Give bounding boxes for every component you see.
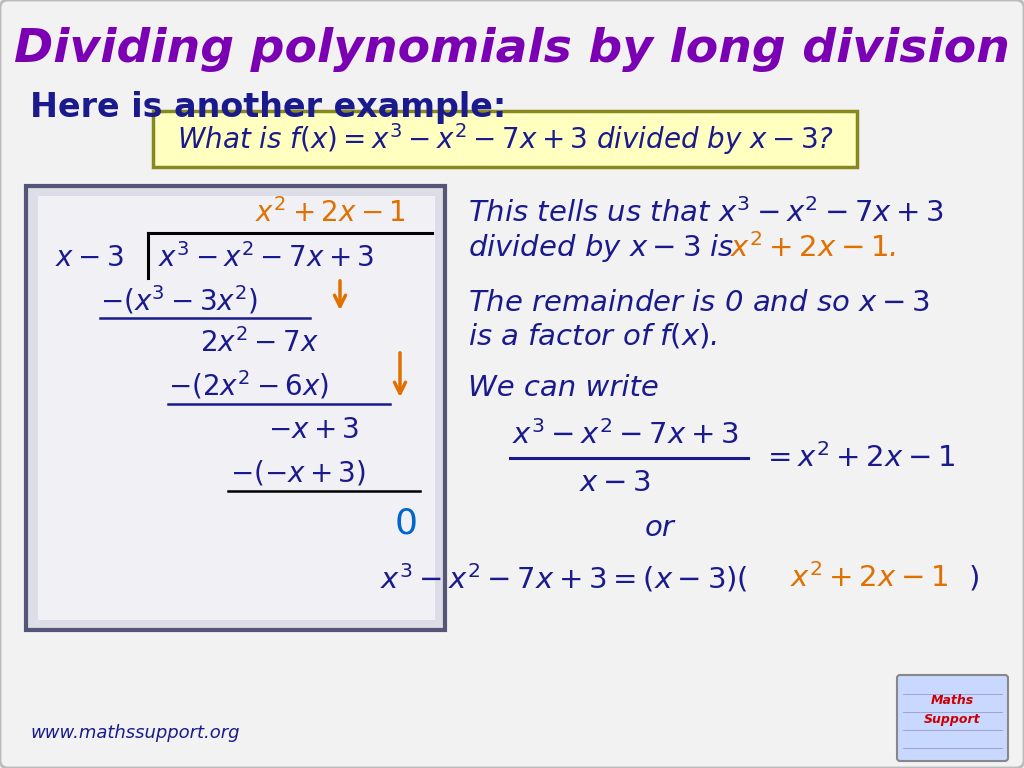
Text: What is $f(x) = x^3 - x^2 - 7x + 3$ divided by $x - 3$?: What is $f(x) = x^3 - x^2 - 7x + 3$ divi…: [176, 121, 834, 157]
Text: $-(-x + 3)$: $-(-x + 3)$: [230, 458, 366, 488]
Text: is a factor of $f(x)$.: is a factor of $f(x)$.: [468, 322, 717, 350]
Text: $-(x^3 - 3x^2)$: $-(x^3 - 3x^2)$: [100, 283, 258, 316]
Text: $0$: $0$: [393, 506, 417, 540]
FancyBboxPatch shape: [38, 196, 435, 620]
Text: $= x^2 + 2x - 1$: $= x^2 + 2x - 1$: [762, 443, 955, 473]
Text: divided by $x - 3$ is: divided by $x - 3$ is: [468, 232, 735, 264]
Text: This tells us that $x^3 - x^2 - 7x + 3$: This tells us that $x^3 - x^2 - 7x + 3$: [468, 198, 944, 228]
Text: $x^3 - x^2 - 7x + 3$: $x^3 - x^2 - 7x + 3$: [512, 420, 738, 450]
FancyBboxPatch shape: [897, 675, 1008, 761]
Text: Maths: Maths: [931, 694, 974, 707]
Text: $)$: $)$: [968, 564, 979, 592]
Text: $x - 3$: $x - 3$: [579, 469, 651, 497]
FancyBboxPatch shape: [153, 111, 857, 167]
Text: $x^3 - x^2 - 7x + 3$: $x^3 - x^2 - 7x + 3$: [158, 243, 374, 273]
Text: Dividing polynomials by long division: Dividing polynomials by long division: [14, 28, 1010, 72]
Text: www.mathssupport.org: www.mathssupport.org: [30, 724, 240, 742]
Text: $x^2 + 2x - 1$: $x^2 + 2x - 1$: [255, 198, 406, 228]
Text: Here is another example:: Here is another example:: [30, 91, 506, 124]
Text: $2x^2 - 7x$: $2x^2 - 7x$: [200, 328, 318, 358]
Text: $x - 3$: $x - 3$: [55, 244, 124, 272]
Text: $-(2x^2 - 6x)$: $-(2x^2 - 6x)$: [168, 369, 329, 402]
Text: $-x + 3$: $-x + 3$: [268, 416, 359, 444]
Text: $x^2 + 2x - 1$: $x^2 + 2x - 1$: [790, 563, 948, 593]
Text: or: or: [645, 514, 675, 542]
Text: The remainder is 0 and so $x - 3$: The remainder is 0 and so $x - 3$: [468, 289, 930, 317]
Text: Support: Support: [924, 713, 980, 727]
FancyBboxPatch shape: [26, 186, 445, 630]
Text: $x^2 + 2x - 1$.: $x^2 + 2x - 1$.: [730, 233, 896, 263]
Text: $x^3 - x^2 - 7x + 3 =(x - 3)($: $x^3 - x^2 - 7x + 3 =(x - 3)($: [380, 561, 748, 594]
Text: We can write: We can write: [468, 374, 658, 402]
